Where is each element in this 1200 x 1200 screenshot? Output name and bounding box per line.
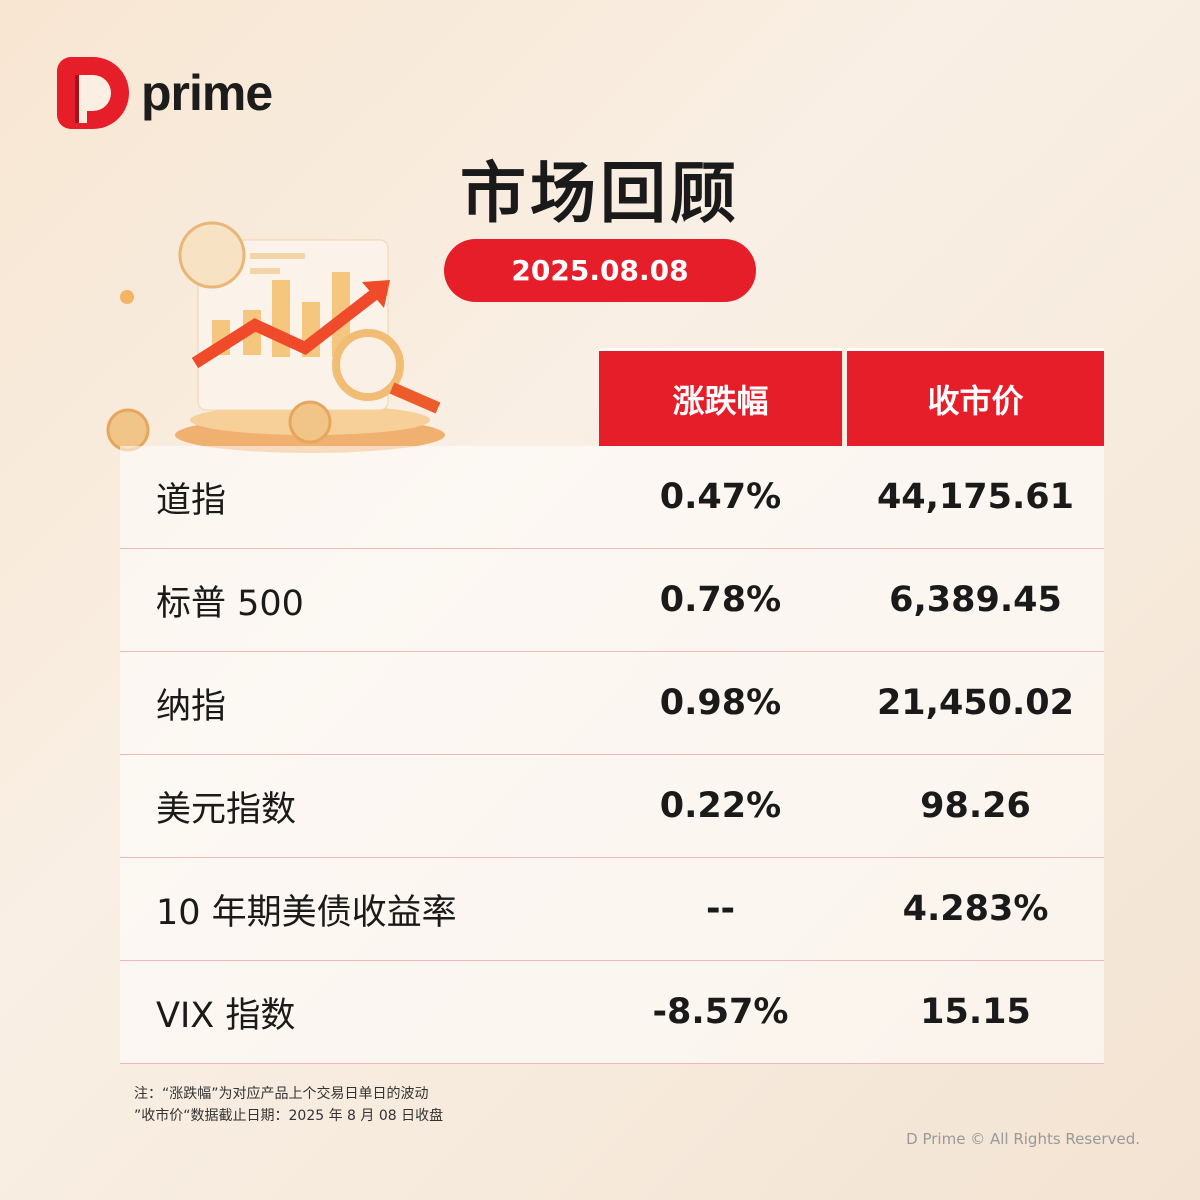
table-row: VIX 指数 -8.57% 15.15 xyxy=(120,961,1104,1064)
index-name: 道指 xyxy=(156,480,227,521)
brand-name: prime xyxy=(141,65,273,121)
change-value: 0.98% xyxy=(659,683,782,723)
change-value: 0.78% xyxy=(659,580,782,620)
d-logo-icon xyxy=(57,57,129,129)
header-change: 涨跌幅 xyxy=(599,348,842,446)
page-title: 市场回顾 xyxy=(460,155,740,232)
copyright: D Prime © All Rights Reserved. xyxy=(906,1130,1140,1148)
change-value: -- xyxy=(705,889,736,929)
chart-illustration-icon xyxy=(106,221,445,453)
table-row: 美元指数 0.22% 98.26 xyxy=(120,755,1104,858)
close-value: 21,450.02 xyxy=(876,683,1075,723)
close-value: 98.26 xyxy=(920,786,1031,826)
close-value: 15.15 xyxy=(920,992,1031,1032)
footnote-line: ”收市价“数据截止日期：2025 年 8 月 08 日收盘 xyxy=(134,1108,444,1124)
header-close: 收市价 xyxy=(847,348,1104,446)
change-value: 0.47% xyxy=(659,477,782,517)
index-name: 纳指 xyxy=(156,686,227,727)
change-value: -8.57% xyxy=(652,992,789,1032)
close-value: 4.283% xyxy=(902,889,1049,929)
index-name: VIX 指数 xyxy=(156,995,296,1036)
footnote: 注：“涨跌幅”为对应产品上个交易日单日的波动 ”收市价“数据截止日期：2025 … xyxy=(134,1083,443,1127)
index-name: 标普 500 xyxy=(156,583,304,624)
table-row: 10 年期美债收益率 -- 4.283% xyxy=(120,858,1104,961)
close-value: 44,175.61 xyxy=(876,477,1075,517)
table-row: 纳指 0.98% 21,450.02 xyxy=(120,652,1104,755)
date-badge: 2025.08.08 xyxy=(444,239,756,302)
change-value: 0.22% xyxy=(659,786,782,826)
table-row: 道指 0.47% 44,175.61 xyxy=(120,446,1104,549)
table-row: 标普 500 0.78% 6,389.45 xyxy=(120,549,1104,652)
market-table: 道指 0.47% 44,175.61 标普 500 0.78% 6,389.45… xyxy=(120,446,1104,1064)
index-name: 美元指数 xyxy=(156,789,297,830)
brand-logo: prime xyxy=(57,57,273,129)
footnote-line: 注：“涨跌幅”为对应产品上个交易日单日的波动 xyxy=(134,1086,429,1102)
index-name: 10 年期美债收益率 xyxy=(156,892,457,933)
close-value: 6,389.45 xyxy=(889,580,1062,620)
